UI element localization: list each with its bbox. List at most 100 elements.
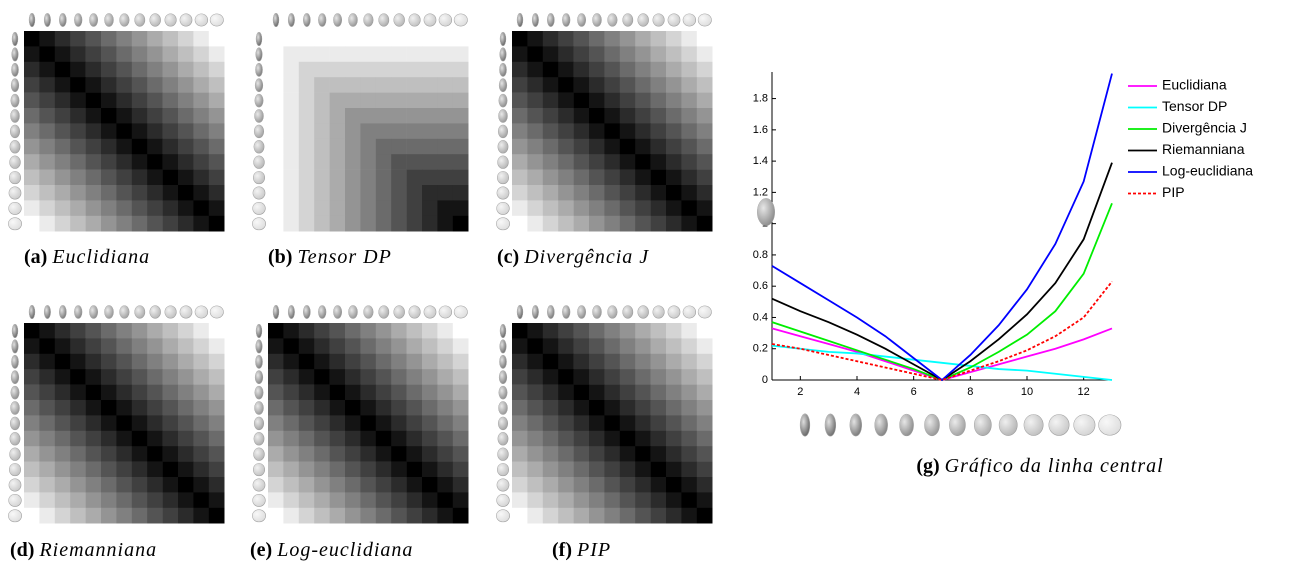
- heatmap-cell: [101, 369, 117, 385]
- heatmap-cell: [437, 446, 454, 462]
- heatmap-cell: [696, 108, 713, 124]
- heatmap-cell: [298, 138, 315, 155]
- heatmap-cell: [268, 384, 284, 401]
- tensor-icon-shine: [497, 171, 509, 184]
- tensor-icon-shine: [532, 305, 539, 319]
- heatmap-cell: [650, 369, 667, 385]
- heatmap-cell: [512, 108, 528, 124]
- heatmap-cell: [573, 430, 590, 447]
- heatmap-cell: [542, 61, 559, 78]
- heatmap-cell: [283, 169, 300, 186]
- heatmap-cell: [635, 138, 651, 155]
- heatmap-cell: [391, 353, 407, 370]
- heatmap-cell: [452, 123, 469, 140]
- tensor-icon-shine: [547, 305, 555, 319]
- heatmap-cell: [619, 461, 636, 478]
- heatmap-cell: [375, 461, 392, 478]
- heatmap-cell: [329, 169, 346, 186]
- heatmap-cell: [39, 46, 56, 63]
- y-tick-label: 1.4: [753, 155, 768, 167]
- heatmap-cell: [268, 108, 284, 124]
- tensor-icon-shine: [9, 171, 21, 184]
- heatmap-cell: [375, 477, 392, 493]
- heatmap-cell: [85, 46, 102, 63]
- heatmap-cell: [681, 507, 698, 524]
- tensor-icon-shine: [195, 305, 208, 319]
- heatmap-cell: [283, 108, 300, 124]
- heatmap-cell: [116, 415, 133, 432]
- tensor-icon-shine: [256, 32, 262, 46]
- heatmap-cell: [178, 46, 194, 63]
- heatmap-cell: [696, 215, 713, 232]
- heatmap-cell: [85, 338, 102, 355]
- tensor-icon-shine: [999, 414, 1018, 436]
- heatmap-cell: [147, 31, 163, 47]
- heatmap-cell: [268, 338, 284, 355]
- heatmap-cell: [178, 185, 194, 201]
- tensor-icon-shine: [637, 305, 649, 319]
- heatmap-cell: [375, 46, 392, 63]
- heatmap-cell: [283, 384, 300, 401]
- tensor-icon-shine: [119, 13, 130, 27]
- heatmap-cell: [527, 92, 544, 109]
- heatmap-cell: [542, 323, 559, 339]
- heatmap-cell: [375, 446, 392, 462]
- heatmap-cell: [437, 323, 454, 339]
- tensor-icon-shine: [254, 94, 264, 108]
- heatmap-cell: [589, 477, 605, 493]
- heatmap-cell: [85, 31, 102, 47]
- heatmap-cell: [314, 384, 330, 401]
- tensor-icon-shine: [10, 94, 20, 108]
- heatmap-cell: [116, 507, 133, 524]
- tensor-icon-shine: [622, 305, 633, 319]
- heatmap-cell: [147, 123, 163, 140]
- tensor-icon-shine: [59, 13, 67, 27]
- heatmap-cell: [391, 138, 407, 155]
- heatmap-cell: [619, 492, 636, 509]
- heatmap-cell: [70, 323, 86, 339]
- heatmap-cell: [345, 169, 361, 186]
- y-tick-label: 1.6: [753, 124, 768, 136]
- heatmap-cell: [193, 338, 210, 355]
- heatmap-cell: [24, 185, 40, 201]
- heatmap-cell: [101, 185, 117, 201]
- heatmap-cell: [345, 46, 361, 63]
- heatmap-cell: [162, 507, 179, 524]
- heatmap-cell: [70, 154, 86, 170]
- heatmap-cell: [666, 46, 682, 63]
- caption-name: Divergência J: [523, 246, 649, 268]
- heatmap-cell: [116, 384, 133, 401]
- heatmap-cell: [208, 108, 225, 124]
- heatmap-cell: [162, 185, 179, 201]
- heatmap-cell: [70, 185, 86, 201]
- heatmap-cell: [116, 446, 133, 462]
- tensor-icon-shine: [874, 414, 888, 436]
- heatmap-cell: [298, 384, 315, 401]
- tensor-icon-shine: [497, 155, 509, 169]
- heatmap-cell: [527, 353, 544, 370]
- heatmap-cell: [131, 338, 148, 355]
- tensor-icon-shine: [254, 417, 264, 430]
- tensor-icon-shine: [318, 13, 327, 27]
- heatmap-cell: [85, 108, 102, 124]
- heatmap-cell: [329, 154, 346, 170]
- heatmap-cell: [178, 353, 194, 370]
- heatmap-cell: [268, 77, 284, 93]
- heatmap-cell: [268, 492, 284, 509]
- heatmap-cell: [208, 154, 225, 170]
- tensor-icon-shine: [562, 13, 570, 27]
- tensor-icon-shine: [273, 13, 279, 27]
- heatmap-cell: [452, 31, 469, 47]
- heatmap-cell: [70, 507, 86, 524]
- heatmap-cell: [345, 492, 361, 509]
- tensor-icon-shine: [9, 432, 21, 446]
- heatmap-cell: [406, 108, 423, 124]
- heatmap-cell: [101, 492, 117, 509]
- heatmap-cell: [268, 477, 284, 493]
- tensor-icon-shine: [29, 305, 35, 319]
- heatmap-cell: [512, 461, 528, 478]
- heatmap-cell: [283, 77, 300, 93]
- heatmap-cell: [39, 430, 56, 447]
- tensor-icon-shine: [210, 305, 224, 319]
- heatmap-cell: [116, 369, 133, 385]
